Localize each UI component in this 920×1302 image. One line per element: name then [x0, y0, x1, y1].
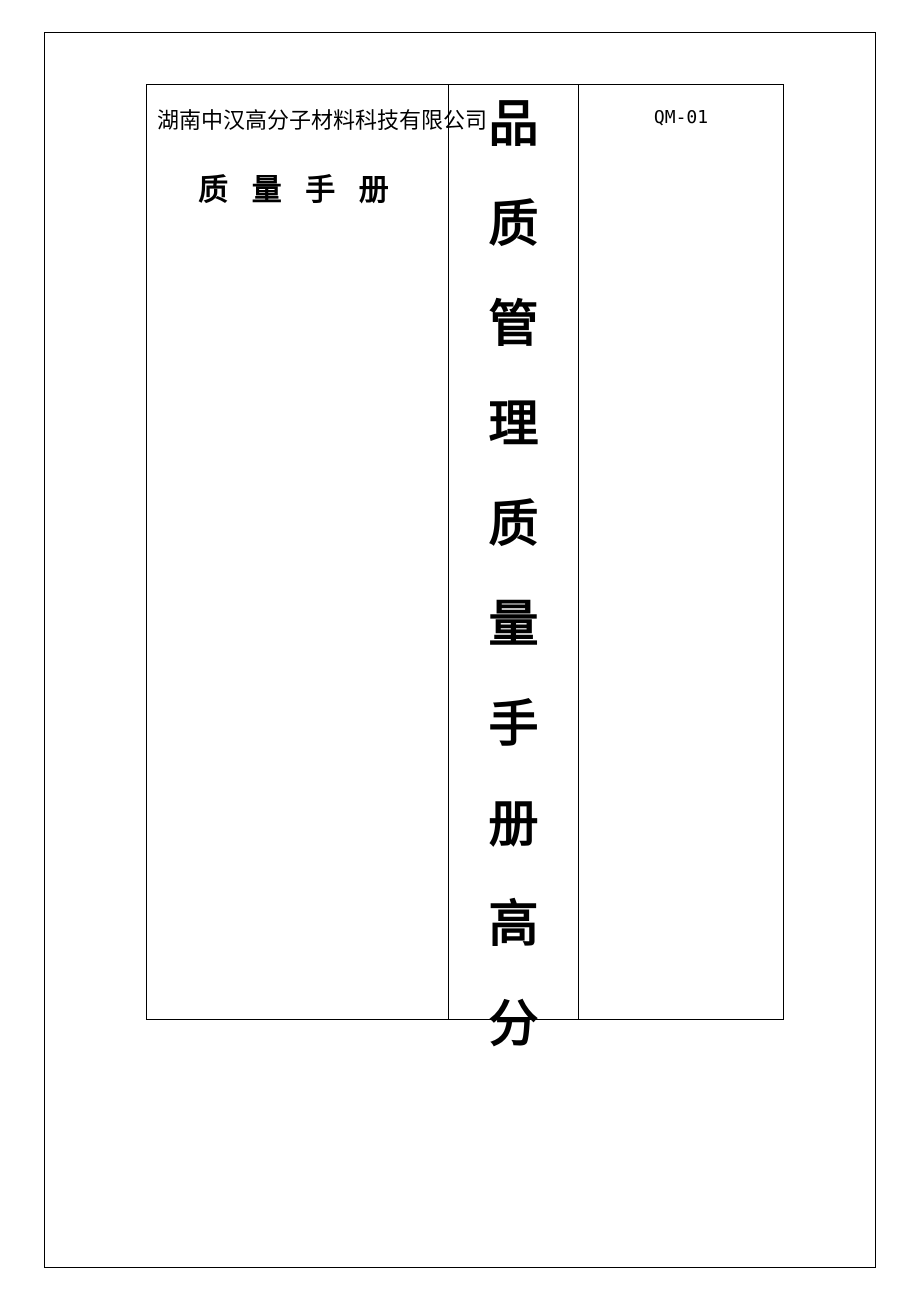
- column-left: 湖南中汉高分子材料科技有限公司 质 量 手 册: [147, 85, 449, 1019]
- vertical-char: 分: [489, 999, 539, 1049]
- vertical-char: 质: [489, 499, 539, 549]
- column-vertical-title: 品 质 管 理 质 量 手 册 高 分: [449, 85, 579, 1019]
- vertical-char: 品: [489, 99, 539, 149]
- vertical-char: 管: [489, 299, 539, 349]
- vertical-char: 量: [489, 599, 539, 649]
- manual-title: 质 量 手 册: [157, 165, 438, 209]
- vertical-char: 手: [489, 699, 539, 749]
- vertical-char: 高: [489, 899, 539, 949]
- column-right: QM-01: [579, 85, 783, 1019]
- vertical-char: 理: [489, 399, 539, 449]
- vertical-char: 册: [489, 799, 539, 849]
- company-name: 湖南中汉高分子材料科技有限公司: [157, 103, 438, 135]
- document-table: 湖南中汉高分子材料科技有限公司 质 量 手 册 品 质 管 理 质 量 手 册 …: [146, 84, 784, 1020]
- vertical-char: 质: [489, 199, 539, 249]
- document-code: QM-01: [589, 107, 773, 128]
